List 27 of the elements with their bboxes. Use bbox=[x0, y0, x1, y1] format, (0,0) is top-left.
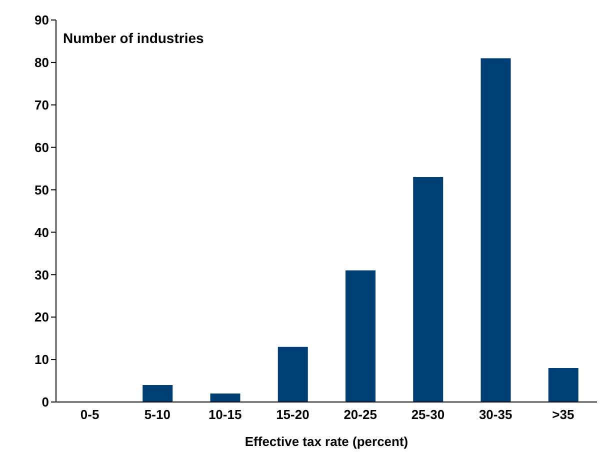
x-tick-label: 25-30 bbox=[411, 407, 445, 422]
bar bbox=[413, 177, 444, 402]
y-tick-label: 20 bbox=[34, 310, 49, 325]
bar bbox=[142, 385, 173, 402]
x-tick-label: 10-15 bbox=[208, 407, 242, 422]
x-tick-label: 15-20 bbox=[276, 407, 310, 422]
y-tick-label: 80 bbox=[34, 55, 49, 70]
y-tick-label: 90 bbox=[34, 12, 49, 28]
x-tick-label: >35 bbox=[552, 407, 574, 422]
bar bbox=[548, 368, 578, 402]
x-tick-label: 20-25 bbox=[344, 407, 377, 422]
bar bbox=[210, 394, 240, 402]
y-tick-label: 60 bbox=[34, 140, 49, 155]
y-tick-label: 40 bbox=[34, 224, 49, 240]
y-tick-label: 50 bbox=[34, 182, 49, 198]
y-tick-label: 0 bbox=[42, 394, 49, 410]
y-tick-label: 10 bbox=[34, 352, 49, 368]
bar bbox=[480, 58, 511, 402]
x-tick-label: 5-10 bbox=[144, 407, 170, 422]
bar bbox=[346, 270, 376, 402]
y-axis-title: Number of industries bbox=[63, 30, 204, 46]
x-tick-label: 30-35 bbox=[478, 407, 512, 422]
x-axis-title: Effective tax rate (percent) bbox=[244, 434, 408, 449]
x-tick-label: 0-5 bbox=[80, 407, 100, 422]
y-tick-label: 70 bbox=[34, 98, 49, 113]
y-tick-label: 30 bbox=[34, 267, 49, 282]
bar bbox=[278, 346, 308, 402]
